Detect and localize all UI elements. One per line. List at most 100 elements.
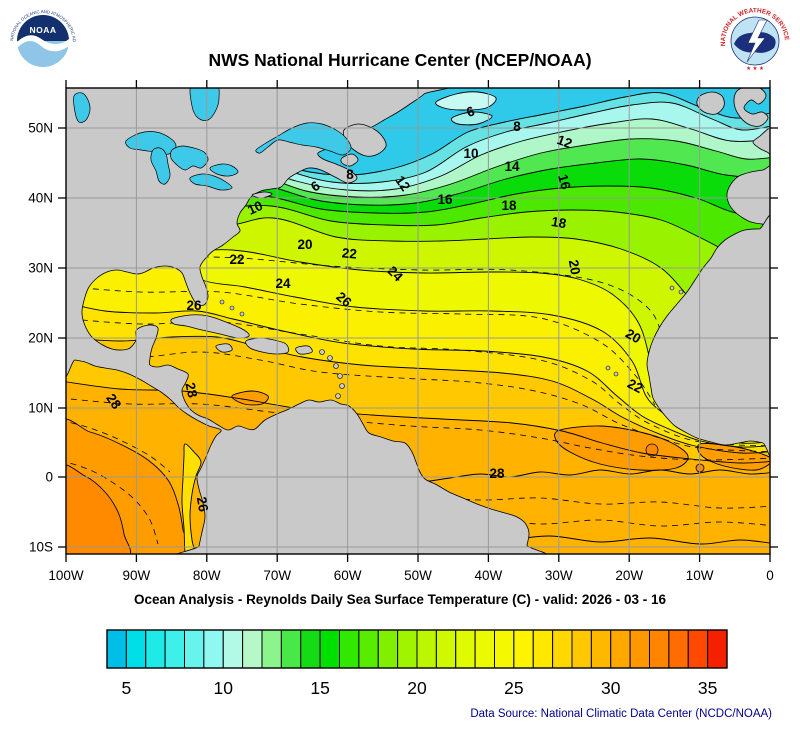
island-dot [337,373,343,379]
lake [189,173,233,191]
colorbar-cell [707,629,728,669]
land-mass [726,165,770,229]
colorbar-cell [610,629,631,669]
colorbar-cell [377,629,399,669]
y-axis-label: 10S [29,540,53,555]
colorbar-cell [532,629,554,669]
axes-layer: 100W 90W 80W 70W 60W 50W 40W 30W 20W 10W 0 50N 40N 30… [28,80,778,583]
colorbar-cell [397,629,418,669]
y-axis-label: 20N [28,331,53,346]
contour-label: 16 [437,192,453,207]
colorbar-cell [261,629,282,669]
island-dot [319,349,325,355]
island-dot [605,365,611,371]
isotherm-contour-dashed [66,398,770,461]
contour-label: 8 [346,167,354,182]
isotherm-contour-dashed [419,495,770,509]
colorbar-label: 35 [698,678,717,698]
isotherm-contour-dashed [66,461,159,545]
x-axis-label: 90W [123,568,151,583]
colorbar-cell [435,629,457,669]
island-dot [669,285,675,291]
contour-label: 28 [183,381,201,399]
island-dot [613,371,619,377]
x-axis-label: 30W [545,568,573,583]
lake [189,88,220,121]
x-axis-label: 10W [686,568,714,583]
contour-label: 18 [550,214,568,231]
x-axis-label: 60W [334,568,362,583]
isotherm-contour [66,201,770,259]
colorbar-cell [184,629,205,669]
contour-label: 8 [513,119,521,134]
contour-label: 20 [623,326,644,347]
colorbar-border [106,629,728,669]
contour-label: 22 [229,252,244,267]
contour-label: 26 [194,496,211,514]
colorbar-label: 25 [504,678,523,698]
colorbar-cell [687,629,709,669]
x-axis-label: 40W [475,568,503,583]
sst-hot-spot [645,443,659,457]
contour-label: 24 [275,276,291,291]
sst-warm-pocket [450,111,493,126]
x-axis-label: 70W [263,568,291,583]
x-axis-label: 0 [766,568,774,583]
colorbar-cell [571,629,592,669]
lake [209,163,239,177]
sst-warm-pocket [66,464,131,554]
land-americas [66,88,548,554]
island-dot [335,393,341,399]
contour-label: 10 [245,198,265,218]
y-axis-label: 10N [28,401,53,416]
nws-lightning-icon [746,19,768,63]
y-axis-label: 40N [28,191,53,206]
y-axis-label: 30N [28,261,53,276]
isotherm-contour [423,469,770,483]
contour-label: 16 [555,173,574,192]
colorbar-cell [319,629,340,669]
x-axis-label: 20W [615,568,643,583]
map-caption: Ocean Analysis - Reynolds Daily Sea Surf… [134,592,666,607]
island-dot [229,305,235,311]
page-title: NWS National Hurricane Center (NCEP/NOAA… [208,50,592,70]
contour-label: 22 [625,376,645,396]
contour-label: 18 [501,198,517,213]
colorbar-cell [552,629,573,669]
contour-label: 12 [392,173,413,194]
noaa-logo: NATIONAL OCEANIC AND ATMOSPHERIC ADMINIS… [8,6,77,75]
colorbar-cell [649,629,670,669]
island-dot [327,355,333,361]
colorbar-cell [339,629,360,669]
land-mass [295,345,313,355]
island-dot [333,363,339,369]
land-layer [66,88,770,554]
colorbar-cell [125,629,147,669]
colorbar-cell [668,629,689,669]
land-mass [752,126,770,155]
colorbar-cell [145,629,166,669]
y-axis-label: 0 [45,470,53,485]
nws-stars: ★ ★ ★ [746,66,764,72]
colorbar-cell [474,629,495,669]
contour-label: 12 [555,132,574,151]
noaa-globe-sky [17,15,69,41]
colorbar-label: 20 [407,678,427,698]
contour-label: 20 [566,259,583,276]
colorbar-label: 10 [214,678,234,698]
contour-label: 26 [186,298,202,313]
colorbar-cell [164,629,185,669]
lake [150,147,171,185]
lake [170,145,209,171]
contour-label: 14 [504,159,520,174]
x-axis-label: 100W [48,568,84,583]
sst-warm-pocket [435,91,497,111]
colorbar-cell [590,629,612,669]
contour-label: 20 [297,237,312,252]
colorbar: 5 10 15 20 25 30 35 [106,629,728,698]
land-mass [340,153,359,167]
island-dot [339,383,345,389]
